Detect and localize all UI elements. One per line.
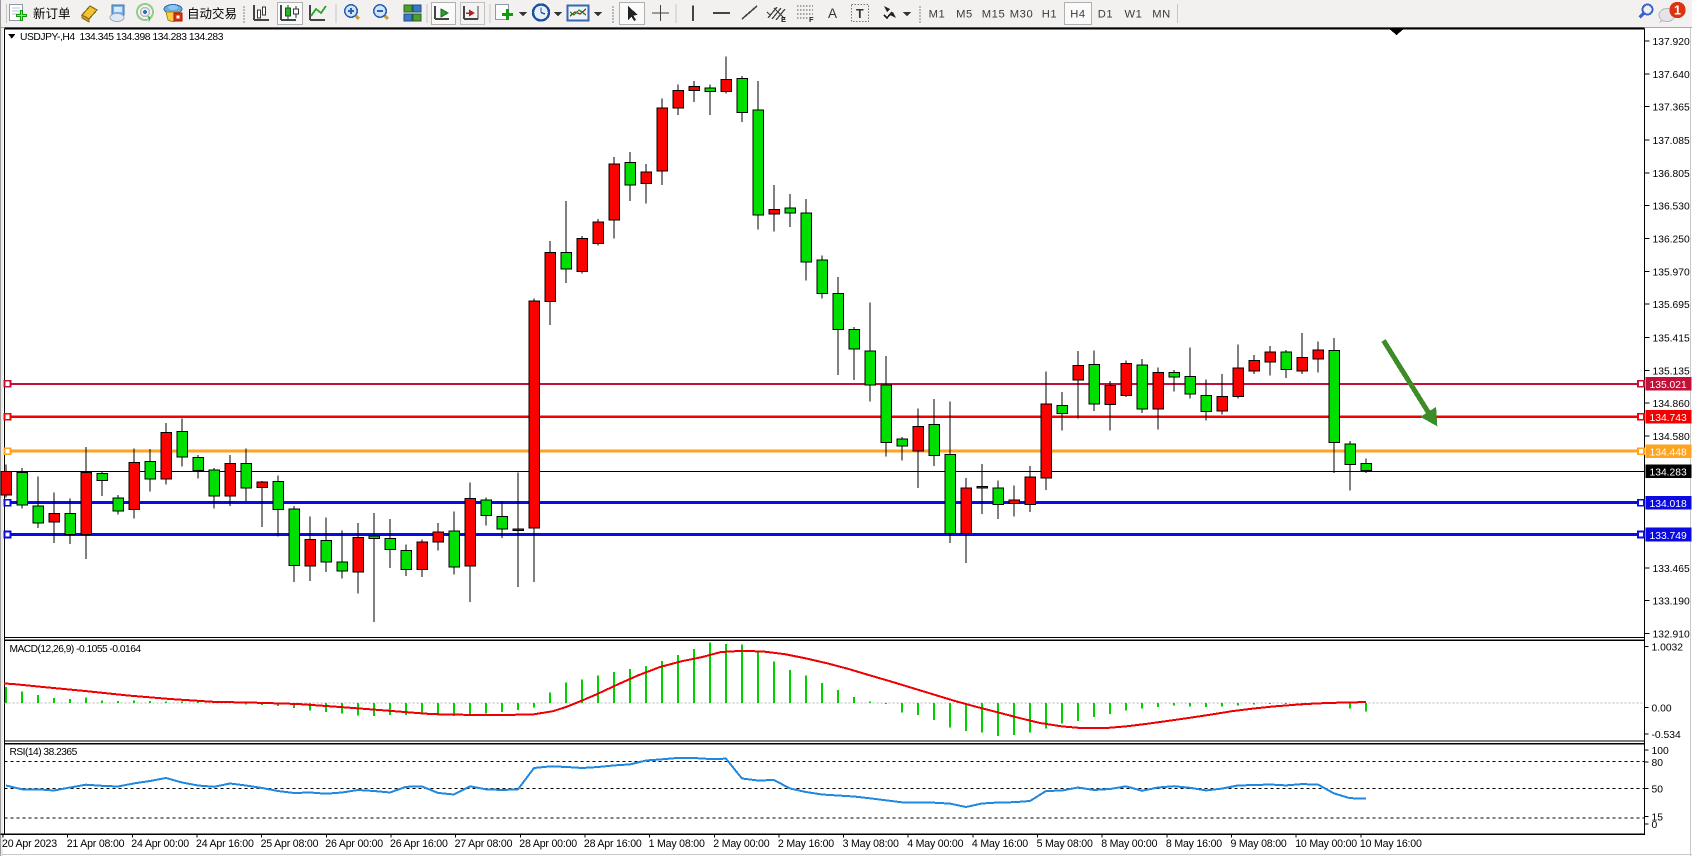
svg-text:1: 1 bbox=[1674, 4, 1681, 18]
svg-text:136.530: 136.530 bbox=[1653, 201, 1690, 212]
svg-text:135.135: 135.135 bbox=[1653, 366, 1690, 377]
svg-text:A: A bbox=[828, 6, 837, 21]
svg-text:137.640: 137.640 bbox=[1653, 70, 1690, 81]
svg-text:M1: M1 bbox=[929, 8, 946, 20]
svg-text:0.00: 0.00 bbox=[1652, 703, 1672, 714]
svg-text:1 May 08:00: 1 May 08:00 bbox=[649, 838, 705, 850]
svg-text:2 May 16:00: 2 May 16:00 bbox=[778, 838, 834, 850]
svg-text:24 Apr 00:00: 24 Apr 00:00 bbox=[131, 838, 189, 850]
svg-text:3 May 08:00: 3 May 08:00 bbox=[843, 838, 899, 850]
svg-text:5 May 08:00: 5 May 08:00 bbox=[1037, 838, 1093, 850]
svg-text:M15: M15 bbox=[982, 8, 1006, 20]
svg-text:50: 50 bbox=[1652, 785, 1664, 796]
svg-text:8 May 00:00: 8 May 00:00 bbox=[1101, 838, 1157, 850]
svg-text:135.415: 135.415 bbox=[1653, 333, 1690, 344]
svg-text:4 May 00:00: 4 May 00:00 bbox=[907, 838, 963, 850]
svg-text:134.018: 134.018 bbox=[1650, 499, 1687, 510]
svg-text:M5: M5 bbox=[956, 8, 973, 20]
svg-text:F: F bbox=[809, 15, 814, 24]
svg-text:80: 80 bbox=[1652, 758, 1664, 769]
svg-text:132.910: 132.910 bbox=[1653, 630, 1690, 641]
svg-text:137.085: 137.085 bbox=[1653, 136, 1690, 147]
svg-text:134.448: 134.448 bbox=[1650, 447, 1687, 458]
svg-text:137.365: 137.365 bbox=[1653, 103, 1690, 114]
svg-text:133.749: 133.749 bbox=[1650, 531, 1687, 542]
svg-text:MN: MN bbox=[1152, 8, 1171, 20]
svg-text:0: 0 bbox=[1652, 820, 1658, 831]
svg-text:137.920: 137.920 bbox=[1653, 37, 1690, 48]
svg-text:2 May 00:00: 2 May 00:00 bbox=[713, 838, 769, 850]
svg-text:134.580: 134.580 bbox=[1653, 432, 1690, 443]
svg-text:T: T bbox=[856, 7, 864, 21]
svg-text:4 May 16:00: 4 May 16:00 bbox=[972, 838, 1028, 850]
svg-text:28 Apr 00:00: 28 Apr 00:00 bbox=[519, 838, 577, 850]
svg-text:28 Apr 16:00: 28 Apr 16:00 bbox=[584, 838, 642, 850]
svg-text:10 May 00:00: 10 May 00:00 bbox=[1295, 838, 1357, 850]
svg-text:134.860: 134.860 bbox=[1653, 399, 1690, 410]
svg-text:20 Apr 2023: 20 Apr 2023 bbox=[2, 838, 57, 850]
svg-text:RSI(14) 38.2365: RSI(14) 38.2365 bbox=[10, 747, 78, 758]
svg-text:26 Apr 00:00: 26 Apr 00:00 bbox=[325, 838, 383, 850]
svg-text:W1: W1 bbox=[1125, 8, 1143, 20]
svg-text:135.021: 135.021 bbox=[1650, 380, 1687, 391]
svg-text:8 May 16:00: 8 May 16:00 bbox=[1166, 838, 1222, 850]
svg-text:USDJPY-,H4 134.345 134.398 13: USDJPY-,H4 134.345 134.398 134.283 134.2… bbox=[20, 32, 224, 43]
svg-text:25 Apr 08:00: 25 Apr 08:00 bbox=[261, 838, 319, 850]
svg-text:26 Apr 16:00: 26 Apr 16:00 bbox=[390, 838, 448, 850]
svg-text:新订单: 新订单 bbox=[33, 6, 71, 21]
svg-text:10 May 16:00: 10 May 16:00 bbox=[1360, 838, 1422, 850]
svg-text:27 Apr 08:00: 27 Apr 08:00 bbox=[455, 838, 513, 850]
svg-text:136.805: 136.805 bbox=[1653, 169, 1690, 180]
svg-text:H1: H1 bbox=[1042, 8, 1058, 20]
svg-text:135.695: 135.695 bbox=[1653, 300, 1690, 311]
svg-text:MACD(12,26,9) -0.1055 -0.0164: MACD(12,26,9) -0.1055 -0.0164 bbox=[10, 644, 142, 655]
svg-text:100: 100 bbox=[1652, 746, 1669, 757]
svg-text:135.970: 135.970 bbox=[1653, 268, 1690, 279]
svg-text:15: 15 bbox=[1652, 813, 1664, 824]
svg-text:H4: H4 bbox=[1070, 8, 1086, 20]
svg-text:21 Apr 08:00: 21 Apr 08:00 bbox=[67, 838, 125, 850]
svg-text:136.250: 136.250 bbox=[1653, 235, 1690, 246]
svg-text:133.190: 133.190 bbox=[1653, 597, 1690, 608]
svg-text:134.283: 134.283 bbox=[1650, 468, 1687, 479]
svg-text:24 Apr 16:00: 24 Apr 16:00 bbox=[196, 838, 254, 850]
svg-text:9 May 08:00: 9 May 08:00 bbox=[1231, 838, 1287, 850]
svg-text:133.465: 133.465 bbox=[1653, 564, 1690, 575]
svg-text:D1: D1 bbox=[1098, 8, 1114, 20]
svg-text:134.743: 134.743 bbox=[1650, 413, 1687, 424]
svg-text:自动交易: 自动交易 bbox=[187, 6, 237, 21]
svg-text:1.0032: 1.0032 bbox=[1652, 643, 1684, 654]
svg-text:E: E bbox=[781, 15, 786, 24]
svg-text:M30: M30 bbox=[1010, 8, 1034, 20]
svg-text:-0.534: -0.534 bbox=[1652, 730, 1681, 741]
